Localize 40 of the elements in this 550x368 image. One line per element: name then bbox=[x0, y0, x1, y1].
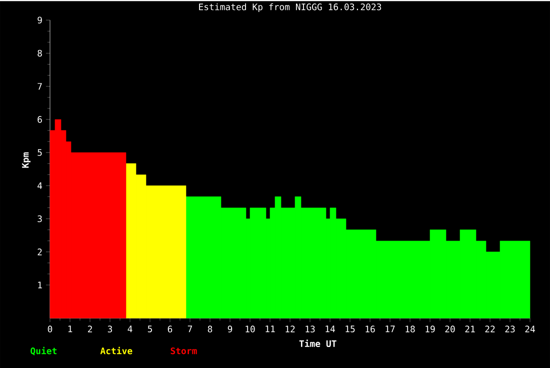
y-tick-label: 5 bbox=[38, 149, 42, 156]
y-tick-label: 6 bbox=[38, 116, 42, 123]
x-tick-label: 5 bbox=[148, 326, 152, 332]
x-tick-label: 11 bbox=[266, 326, 275, 332]
x-tick-label: 7 bbox=[188, 326, 192, 332]
x-tick-label: 3 bbox=[108, 326, 112, 332]
chart-title: Estimated Kp from NIGGG 16.03.2023 bbox=[199, 3, 382, 12]
y-tick-label: 2 bbox=[38, 248, 42, 256]
text: Active bbox=[100, 346, 132, 354]
x-tick-label: 2 bbox=[88, 326, 92, 332]
x-tick-label: 1 bbox=[68, 326, 72, 332]
x-tick-label: 0 bbox=[48, 326, 52, 332]
x-tick-label: 21 bbox=[465, 326, 475, 332]
x-tick-label: 23 bbox=[505, 326, 515, 332]
y-tick-label: 8 bbox=[38, 50, 42, 57]
x-tick-label: 10 bbox=[246, 326, 255, 332]
x-tick-label: 12 bbox=[286, 326, 295, 332]
x-tick-label: 18 bbox=[406, 326, 415, 332]
y-tick-label: 7 bbox=[38, 83, 42, 90]
x-tick-label: 13 bbox=[306, 326, 315, 332]
text: Storm bbox=[170, 347, 197, 354]
y-axis-title: Kpm bbox=[22, 152, 30, 168]
y-tick-label: 4 bbox=[38, 182, 42, 189]
x-tick-label: 15 bbox=[346, 326, 355, 332]
x-tick-label: 4 bbox=[128, 326, 132, 332]
x-tick-label: 22 bbox=[485, 326, 495, 332]
text: Quiet bbox=[30, 346, 56, 356]
x-tick-label: 9 bbox=[228, 326, 232, 332]
x-tick-label: 16 bbox=[366, 326, 375, 332]
x-tick-label: 8 bbox=[208, 326, 212, 332]
x-axis-title: Time UT bbox=[299, 340, 336, 347]
x-tick-label: 24 bbox=[525, 326, 535, 332]
y-tick-label: 1 bbox=[38, 282, 42, 288]
y-tick-label: 9 bbox=[38, 16, 42, 24]
y-tick-label: 3 bbox=[38, 215, 42, 222]
x-tick-label: 20 bbox=[445, 326, 455, 332]
x-tick-label: 14 bbox=[326, 326, 335, 332]
x-tick-label: 6 bbox=[168, 326, 172, 332]
x-tick-label: 17 bbox=[386, 326, 395, 332]
x-tick-label: 19 bbox=[426, 326, 435, 332]
